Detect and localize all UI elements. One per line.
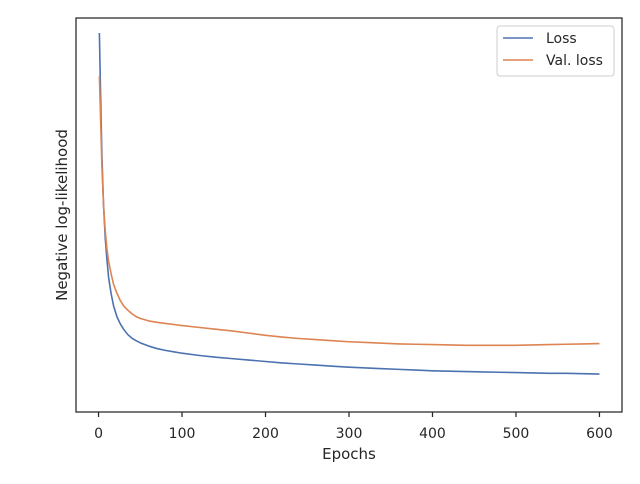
legend: Loss Val. loss: [496, 25, 615, 77]
x-tick-label: 100: [169, 426, 196, 442]
x-tick-label: 500: [503, 426, 530, 442]
series-line-loss: [98, 32, 600, 375]
x-tick-label: 0: [94, 426, 103, 442]
legend-label-loss: Loss: [546, 31, 577, 47]
plot-frame: [75, 17, 623, 413]
plot-marks: [98, 32, 600, 375]
x-tick-label: 400: [419, 426, 446, 442]
x-tick-label: 200: [252, 426, 279, 442]
series-line-val-loss: [98, 76, 600, 347]
x-ticks: 0 100 200 300 400 500 600: [94, 412, 613, 442]
y-axis-label: Negative log-likelihood: [53, 129, 71, 301]
legend-label-val-loss: Val. loss: [546, 53, 603, 69]
x-tick-label: 600: [586, 426, 613, 442]
x-tick-label: 300: [336, 426, 363, 442]
x-axis-label: Epochs: [322, 445, 376, 463]
